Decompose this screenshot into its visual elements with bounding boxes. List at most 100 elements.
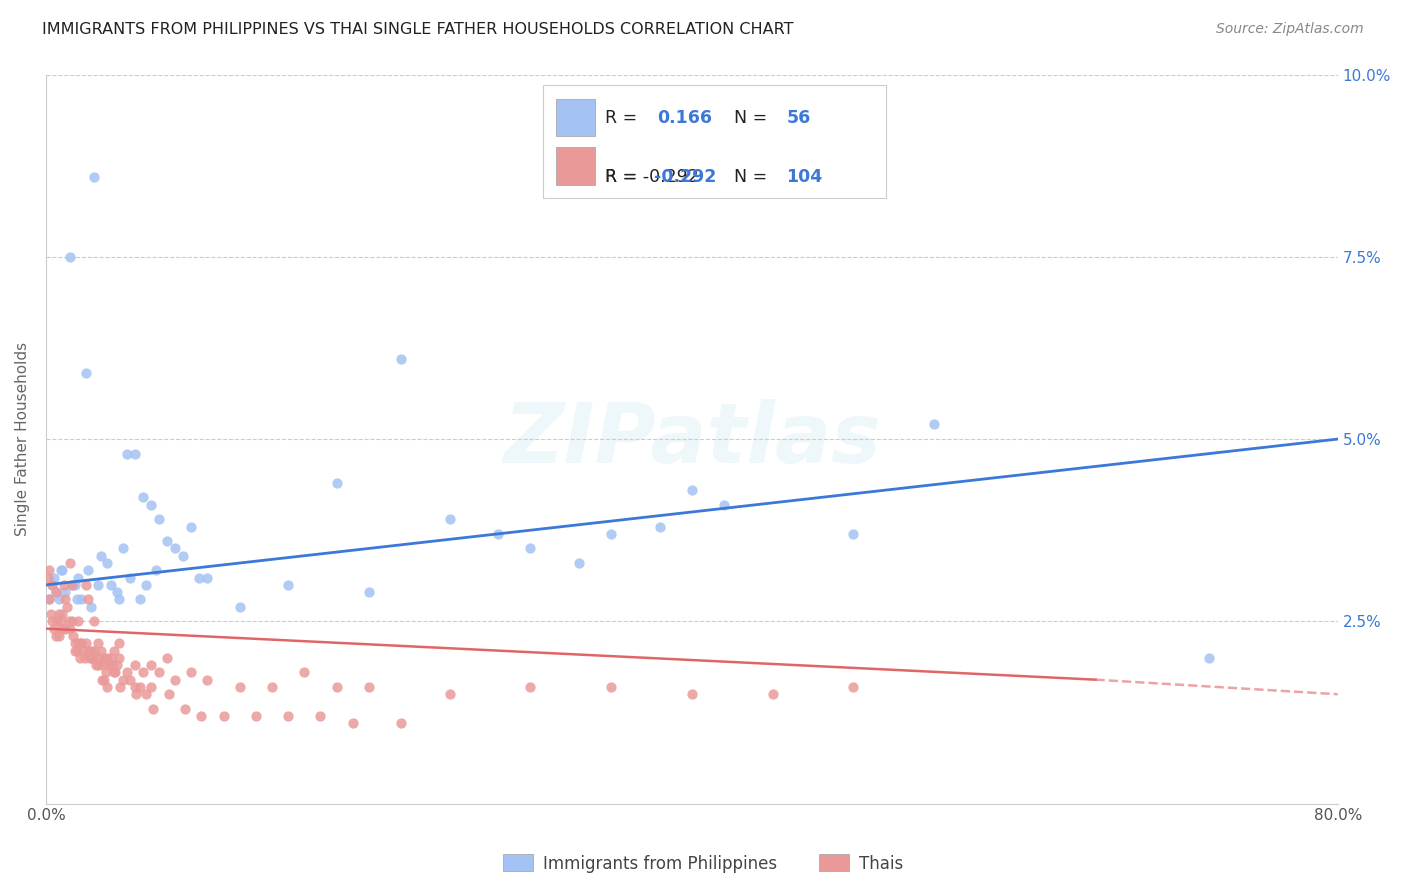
Point	[83, 169, 105, 184]
Point	[70, 636, 93, 650]
Point	[80, 650, 103, 665]
Point	[39, 607, 62, 621]
Point	[91, 673, 114, 687]
Point	[141, 702, 163, 716]
Point	[118, 673, 141, 687]
Point	[100, 650, 122, 665]
Point	[37, 571, 59, 585]
Point	[132, 665, 155, 680]
Point	[648, 519, 671, 533]
Point	[357, 680, 380, 694]
Point	[132, 491, 155, 505]
Point	[83, 643, 105, 657]
Point	[59, 622, 82, 636]
Point	[165, 541, 187, 556]
Point	[66, 592, 89, 607]
Point	[115, 665, 138, 680]
Point	[139, 498, 162, 512]
Point	[70, 636, 93, 650]
Point	[197, 673, 219, 687]
Point	[188, 571, 211, 585]
Bar	[557, 99, 595, 136]
Point	[139, 658, 162, 673]
Point	[48, 629, 70, 643]
Point	[42, 622, 65, 636]
Point	[67, 636, 90, 650]
Point	[229, 680, 252, 694]
Point	[103, 643, 125, 657]
Point	[600, 680, 623, 694]
Point	[53, 592, 76, 607]
Point	[66, 643, 89, 657]
Point	[77, 643, 100, 657]
Point	[922, 417, 945, 432]
Point	[229, 599, 252, 614]
Point	[135, 687, 157, 701]
Point	[519, 541, 541, 556]
Point	[100, 578, 122, 592]
Point	[79, 650, 101, 665]
Point	[681, 483, 703, 497]
Point	[80, 643, 103, 657]
Point	[105, 585, 128, 599]
Point	[104, 665, 127, 680]
Point	[73, 650, 96, 665]
Point	[38, 592, 60, 607]
Point	[124, 658, 146, 673]
Point	[59, 250, 82, 264]
Point	[157, 687, 180, 701]
Point	[115, 447, 138, 461]
Point	[51, 622, 73, 636]
Point	[75, 636, 97, 650]
Point	[101, 658, 124, 673]
Point	[439, 687, 461, 701]
Point	[197, 571, 219, 585]
Point	[77, 563, 100, 577]
Point	[97, 658, 120, 673]
Point	[63, 636, 86, 650]
Text: IMMIGRANTS FROM PHILIPPINES VS THAI SINGLE FATHER HOUSEHOLDS CORRELATION CHART: IMMIGRANTS FROM PHILIPPINES VS THAI SING…	[42, 22, 793, 37]
Point	[292, 665, 315, 680]
Text: ZIPatlas: ZIPatlas	[503, 399, 880, 480]
Point	[107, 650, 129, 665]
Point	[681, 687, 703, 701]
Point	[90, 549, 112, 563]
Point	[148, 512, 170, 526]
Point	[486, 526, 509, 541]
Point	[105, 658, 128, 673]
Point	[59, 556, 82, 570]
Point	[41, 615, 63, 629]
Point	[125, 687, 148, 701]
Point	[173, 702, 195, 716]
Text: N =: N =	[734, 168, 773, 186]
Point	[83, 615, 105, 629]
Point	[91, 658, 114, 673]
Point	[63, 643, 86, 657]
Point	[38, 592, 60, 607]
Text: N =: N =	[734, 109, 773, 128]
Point	[96, 556, 118, 570]
Point	[63, 578, 86, 592]
Point	[842, 680, 865, 694]
Point	[112, 541, 135, 556]
Point	[107, 592, 129, 607]
Point	[60, 578, 83, 592]
Point	[49, 563, 72, 577]
Point	[67, 571, 90, 585]
Point	[128, 592, 150, 607]
Point	[325, 680, 347, 694]
Text: R =: R =	[606, 168, 643, 186]
Point	[48, 592, 70, 607]
Point	[277, 709, 299, 723]
Point	[600, 526, 623, 541]
Point	[124, 680, 146, 694]
Point	[90, 643, 112, 657]
Point	[38, 563, 60, 577]
Point	[357, 585, 380, 599]
Point	[89, 650, 111, 665]
Point	[260, 680, 283, 694]
Point	[75, 367, 97, 381]
Point	[172, 549, 194, 563]
Point	[124, 447, 146, 461]
Point	[41, 578, 63, 592]
